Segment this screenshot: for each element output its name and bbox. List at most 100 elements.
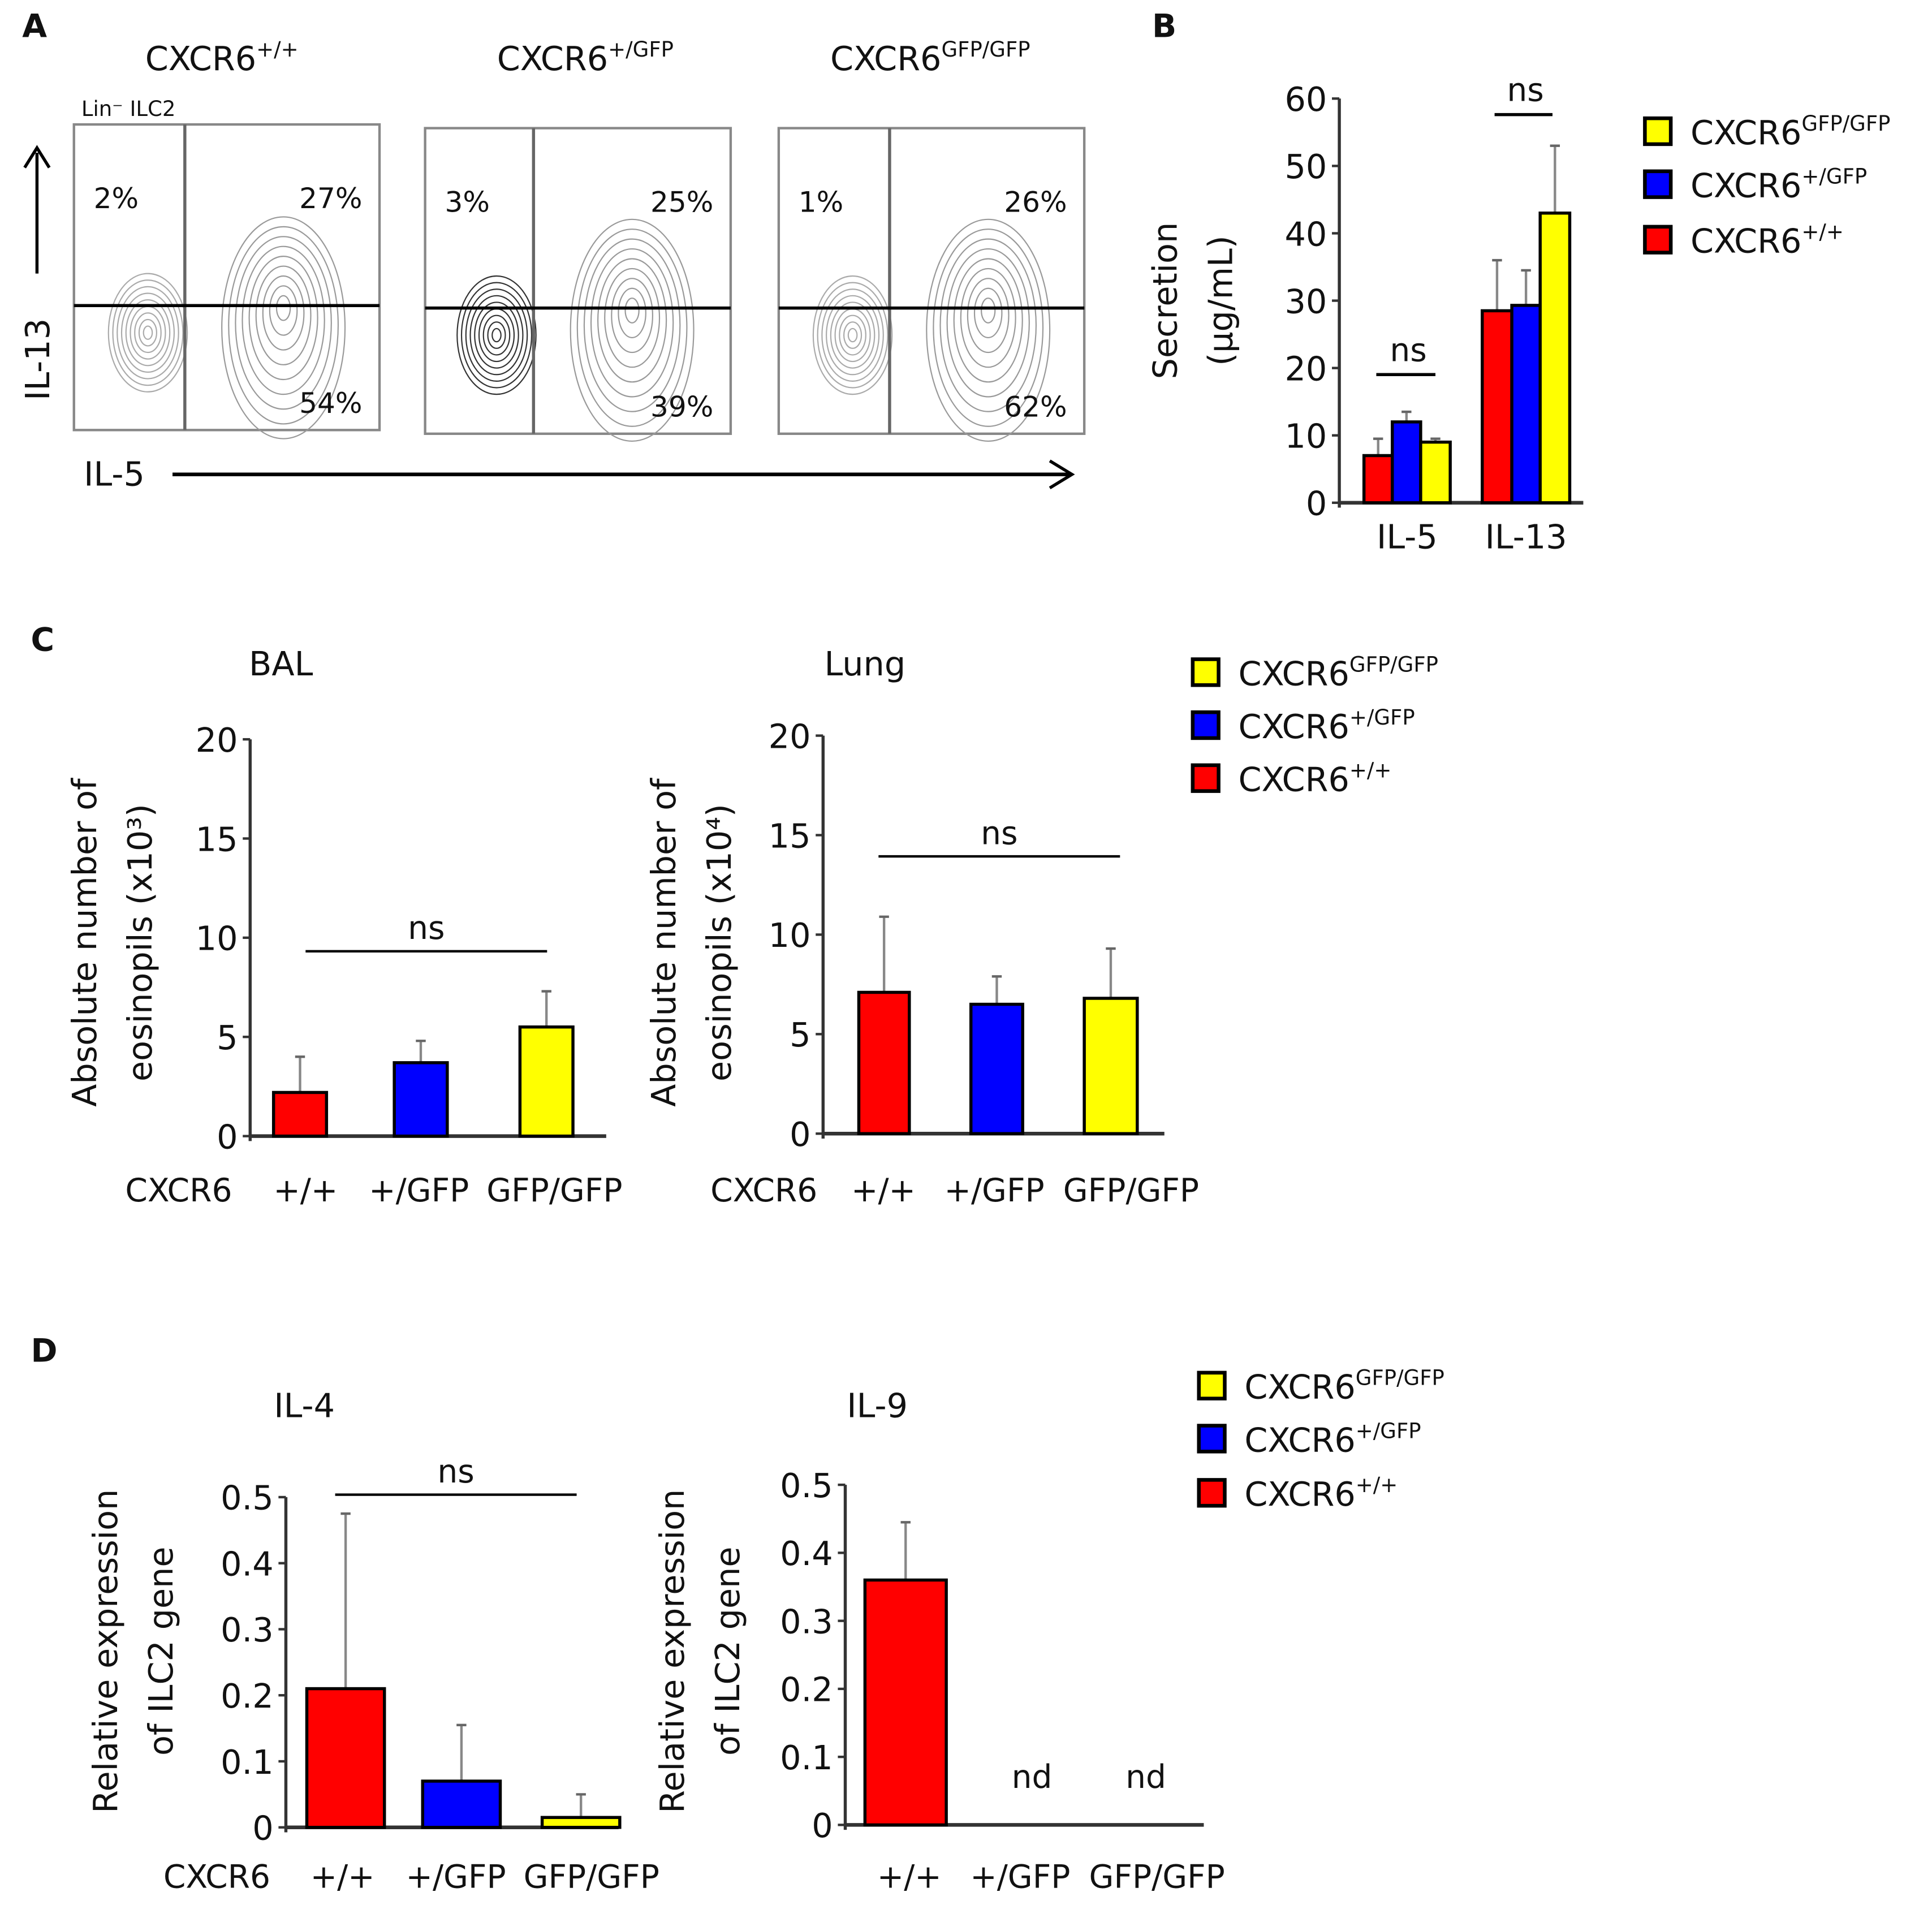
legend-swatch: [1197, 1424, 1227, 1454]
y-axis-label-line1: Absolute number of: [65, 778, 104, 1107]
genotype-base: CXCR6: [830, 39, 941, 78]
contour-line: [953, 258, 1023, 383]
x-category-label: IL-13: [1485, 517, 1567, 556]
bar: [1538, 212, 1572, 505]
contour-line: [456, 275, 537, 395]
x-category-label: GFP/GFP: [1089, 1859, 1225, 1896]
genotype-sup: +/GFP: [1349, 705, 1415, 730]
contour-line: [604, 268, 661, 368]
contour-line: [138, 318, 158, 347]
y-axis-label-line2: of ILC2 gene: [141, 1546, 180, 1756]
y-axis-label-line2: eosinopils (x10⁴): [700, 804, 739, 1081]
y-tick-label: 10: [196, 919, 238, 958]
contour-line: [491, 327, 502, 343]
contour-line: [847, 327, 858, 343]
contour-line: [465, 288, 528, 382]
genotype-base: CXCR6: [1690, 166, 1801, 205]
legend-item-wt: CXCR6+/+: [1191, 758, 1391, 799]
gate-label: Lin⁻ ILC2: [81, 97, 176, 121]
chart-b: 0 10 20 30 40 50 60 Secretion (µg/mL) IL-5 IL-13 ns…: [1146, 72, 1584, 556]
x-category-label: IL-5: [1377, 517, 1438, 556]
y-tick-label: 0: [812, 1806, 833, 1845]
y-tick-label: 0.1: [221, 1743, 274, 1782]
contour-line: [262, 275, 305, 351]
legend-item-wt: CXCR6+/+: [1643, 220, 1844, 261]
y-axis-label-line2: (µg/mL): [1201, 235, 1240, 366]
contour-line: [478, 308, 515, 363]
bar: [1510, 304, 1542, 505]
contour-line: [460, 282, 533, 389]
genotype-base: CXCR6: [497, 39, 608, 78]
genotype-base: CXCR6: [1238, 654, 1349, 693]
contour-line: [248, 256, 318, 381]
y-tick-label: 0.4: [221, 1544, 274, 1583]
contour-line: [107, 273, 188, 393]
contour-line: [618, 287, 646, 339]
chart-d-il9: 0 0.1 0.2 0.3 0.4 0.5 Relative expression of IL…: [653, 1386, 1225, 1895]
bar: [969, 1002, 1024, 1135]
contour-line: [469, 295, 524, 376]
x-category-label: +/+: [273, 1172, 338, 1209]
y-tick-label: 15: [196, 820, 238, 859]
bar: [421, 1779, 502, 1829]
contour-line: [235, 236, 332, 410]
x-category-label: GFP/GFP: [524, 1859, 659, 1896]
y-tick-label: 0.2: [221, 1676, 274, 1716]
contour-line: [117, 286, 179, 380]
x-axis-label: CXCR6: [125, 1172, 232, 1209]
y-axis-label: IL-13: [18, 318, 57, 400]
contour-line: [839, 314, 866, 356]
y-axis-label-line1: Relative expression: [653, 1489, 692, 1813]
genotype-base: CXCR6: [1238, 760, 1349, 799]
contour-line: [590, 248, 674, 398]
panel-label-b: B: [1152, 7, 1176, 45]
y-tick-label: 0.5: [780, 1466, 833, 1505]
genotype-base: CXCR6: [1690, 113, 1801, 152]
quadrant-lower-right-percent: 62%: [1004, 390, 1067, 423]
x-category-label: +/+: [851, 1172, 916, 1209]
genotype-sup: GFP/GFP: [942, 37, 1030, 62]
bar: [857, 990, 911, 1135]
significance-label: ns: [437, 1453, 474, 1490]
y-tick-label: 0.2: [780, 1670, 833, 1709]
x-category-label: +/GFP: [945, 1172, 1045, 1209]
quadrant-upper-left-percent: 2%: [94, 182, 139, 215]
plot-frame: [777, 127, 1086, 436]
y-tick-label: 0: [1306, 484, 1327, 523]
genotype-sup: +/+: [1356, 1473, 1398, 1497]
quadrant-upper-left-percent: 3%: [445, 186, 489, 219]
contour-line: [487, 321, 506, 349]
y-axis-label-line1: Secretion: [1146, 222, 1185, 380]
x-axis-label: CXCR6: [710, 1172, 817, 1209]
flow-plot: CXCR6GFP/GFP 1% 26% 62%: [777, 37, 1086, 442]
arrow-head-icon: [1049, 459, 1075, 490]
contour-line: [967, 278, 1010, 354]
legend-item-wt: CXCR6+/+: [1197, 1473, 1398, 1514]
contour-line: [125, 299, 171, 367]
contour-line: [134, 312, 162, 354]
x-category-label: +/+: [310, 1859, 375, 1896]
flow-plot-title: CXCR6+/GFP: [497, 37, 674, 78]
significance-label: ns: [981, 814, 1017, 852]
genotype-base: CXCR6: [1690, 222, 1801, 261]
y-tick-label: 10: [1284, 417, 1327, 456]
significance-label: ns: [1390, 331, 1426, 369]
bar: [1083, 997, 1139, 1135]
contour-line: [597, 258, 667, 383]
plot-frame: [72, 123, 381, 432]
legend-label: CXCR6+/GFP: [1238, 705, 1414, 746]
contour-line: [939, 238, 1037, 412]
legend-label: CXCR6+/+: [1244, 1473, 1398, 1514]
panel-label-d: D: [31, 1332, 57, 1369]
quadrant-upper-right-percent: 27%: [299, 182, 362, 215]
contour-line: [624, 298, 640, 324]
quadrant-lower-right-percent: 54%: [299, 386, 362, 420]
legend-label: CXCR6+/GFP: [1244, 1419, 1421, 1459]
x-category-label: +/GFP: [970, 1859, 1070, 1896]
contour-line: [843, 321, 862, 349]
y-tick-label: 20: [769, 717, 811, 756]
x-category-label: +/GFP: [406, 1859, 506, 1896]
y-tick-label: 0.4: [780, 1534, 833, 1573]
